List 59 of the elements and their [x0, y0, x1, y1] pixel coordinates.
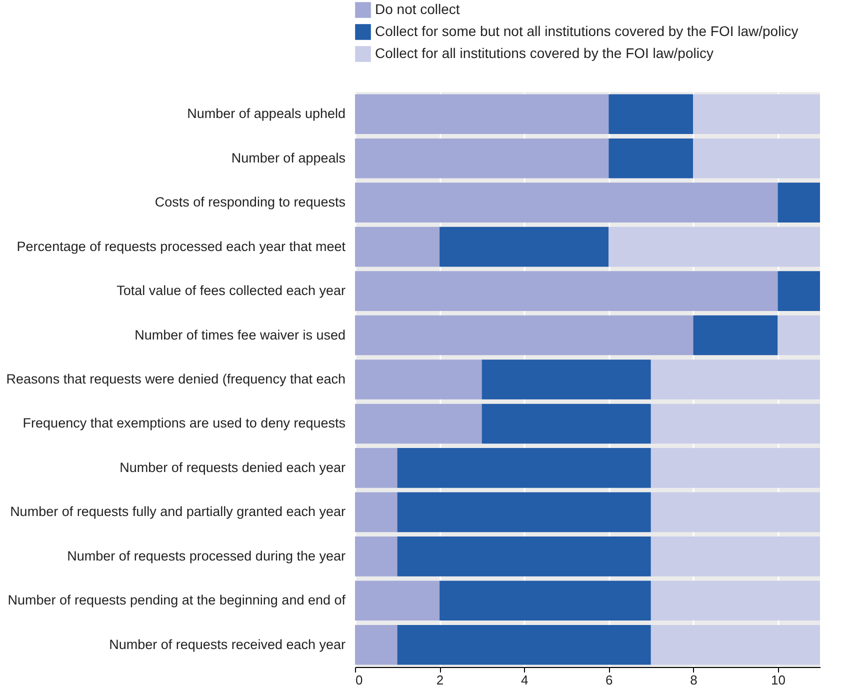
y-tick-label: Number of appeals upheld: [187, 106, 346, 122]
y-tick-label: Total value of fees collected each year: [116, 283, 346, 298]
bar: [650, 404, 820, 444]
bar: [355, 138, 609, 178]
legend-label: Collect for all institutions covered by the FOI law/policy: [375, 45, 714, 61]
bar: [355, 448, 398, 488]
bar: [397, 448, 651, 488]
bar: [693, 138, 820, 178]
y-tick-label: Number of requests fully and partially granted each year: [10, 504, 346, 520]
bar: [397, 536, 651, 576]
bar: [355, 360, 482, 400]
y-tick-label: Percentage of requests processed each year that meet: [16, 238, 346, 254]
x-tick-label: 10: [770, 672, 786, 688]
bar: [650, 624, 820, 665]
bar: [355, 315, 694, 356]
bar: [397, 492, 651, 532]
bar: [355, 271, 778, 311]
x-tick-label: 0: [356, 672, 363, 688]
bar: [693, 94, 820, 134]
y-tick-label: Costs of responding to requests: [154, 194, 346, 210]
x-tick-label: 8: [690, 672, 698, 688]
bar: [440, 580, 651, 621]
bar: [355, 226, 440, 267]
x-tick-label: 4: [520, 672, 528, 688]
bar: [355, 624, 398, 665]
x-tick-label: 6: [606, 672, 613, 688]
bar: [482, 404, 651, 444]
bar: [778, 182, 820, 222]
bar: [650, 536, 820, 576]
bar: [608, 138, 694, 178]
bar: [650, 580, 820, 621]
y-tick-label: Number of times fee waiver is used: [134, 327, 346, 342]
x-tick-label: 2: [436, 672, 444, 688]
bar: [355, 536, 398, 576]
bar: [355, 580, 440, 621]
y-tick-label: Number of appeals: [231, 150, 346, 166]
bar: [650, 492, 820, 532]
bar: [482, 360, 651, 400]
bar: [608, 226, 820, 267]
bar: [650, 360, 820, 400]
legend-label: Collect for some but not all institutions covered by the FOI law/policy: [375, 23, 798, 39]
bar: [778, 315, 820, 356]
y-tick-label: Frequency that exemptions are used to deny requests: [22, 416, 346, 431]
y-tick-label: Number of requests denied each year: [120, 460, 346, 475]
bar: [650, 448, 820, 488]
legend-label: Do not collect: [375, 1, 460, 17]
bar: [440, 226, 609, 267]
bar: [355, 182, 778, 222]
y-tick-label: Number of requests received each year: [109, 636, 346, 652]
y-tick-label: Number of requests processed during the year: [67, 548, 346, 564]
bar: [608, 94, 694, 134]
y-tick-label: Reasons that requests were denied (frequency that each: [6, 372, 346, 386]
y-tick-label: Number of requests pending at the beginning and end of: [8, 592, 346, 608]
bar: [778, 271, 820, 311]
bar: [355, 492, 398, 532]
bar: [355, 404, 482, 444]
bar: [355, 94, 609, 134]
bar: [397, 624, 651, 665]
bar: [693, 315, 778, 356]
